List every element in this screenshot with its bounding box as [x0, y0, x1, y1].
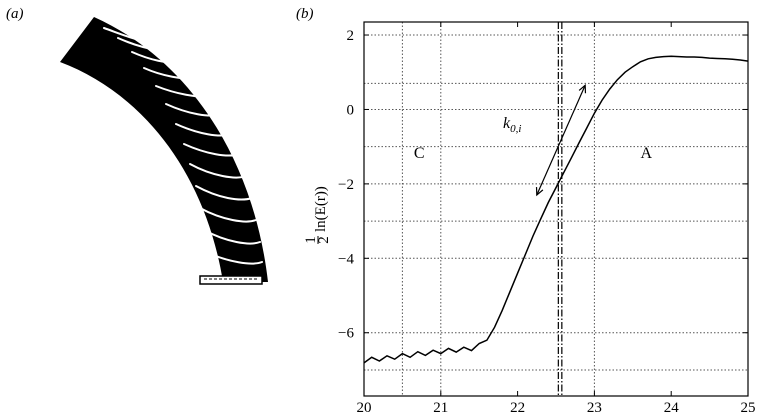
y-tick-label: −6 [338, 326, 354, 342]
x-tick-label: 25 [741, 400, 756, 413]
series-lines [363, 55, 749, 364]
inner-gap-strip [60, 72, 214, 282]
series-line [363, 55, 749, 364]
k-annotation: k0,i [503, 115, 521, 135]
ylabel-text: ln(E(r)) [313, 186, 329, 232]
x-tick-label: 23 [587, 400, 602, 413]
x-tick-label: 21 [433, 400, 448, 413]
x-tick-label: 22 [510, 400, 525, 413]
panel-b-label: (b) [296, 6, 314, 22]
region-label-c: C [414, 145, 425, 162]
panel-a-label: (a) [6, 6, 24, 22]
k-arrow-line [536, 85, 586, 196]
tick-labels: 20 21 22 23 24 25 −6 −4 −2 0 2 [338, 28, 755, 413]
ylabel-frac-den: 2 [316, 236, 332, 244]
region-label-a: A [640, 145, 652, 162]
x-tick-label: 24 [664, 400, 680, 413]
x-tick-label: 20 [357, 400, 372, 413]
grid-lines [364, 22, 748, 396]
k-arrow-head [535, 187, 544, 197]
y-tick-label: −4 [338, 251, 354, 267]
ylabel-frac-num: 1 [303, 236, 319, 244]
plot-frame [363, 21, 749, 397]
y-tick-label: −2 [338, 177, 354, 193]
blade-cascade-drawing [60, 17, 268, 285]
blade-streaks [103, 27, 263, 265]
y-tick-label: 2 [347, 28, 355, 44]
y-tick-label: 0 [347, 102, 355, 118]
k-arrow-head [578, 84, 587, 94]
vertical-marker [557, 22, 563, 396]
base-patch [199, 275, 263, 285]
y-axis-label: 1 2 ln(E(r)) [303, 186, 332, 244]
axis-ticks [363, 22, 749, 396]
annotations: C Ak0,i [414, 84, 652, 197]
